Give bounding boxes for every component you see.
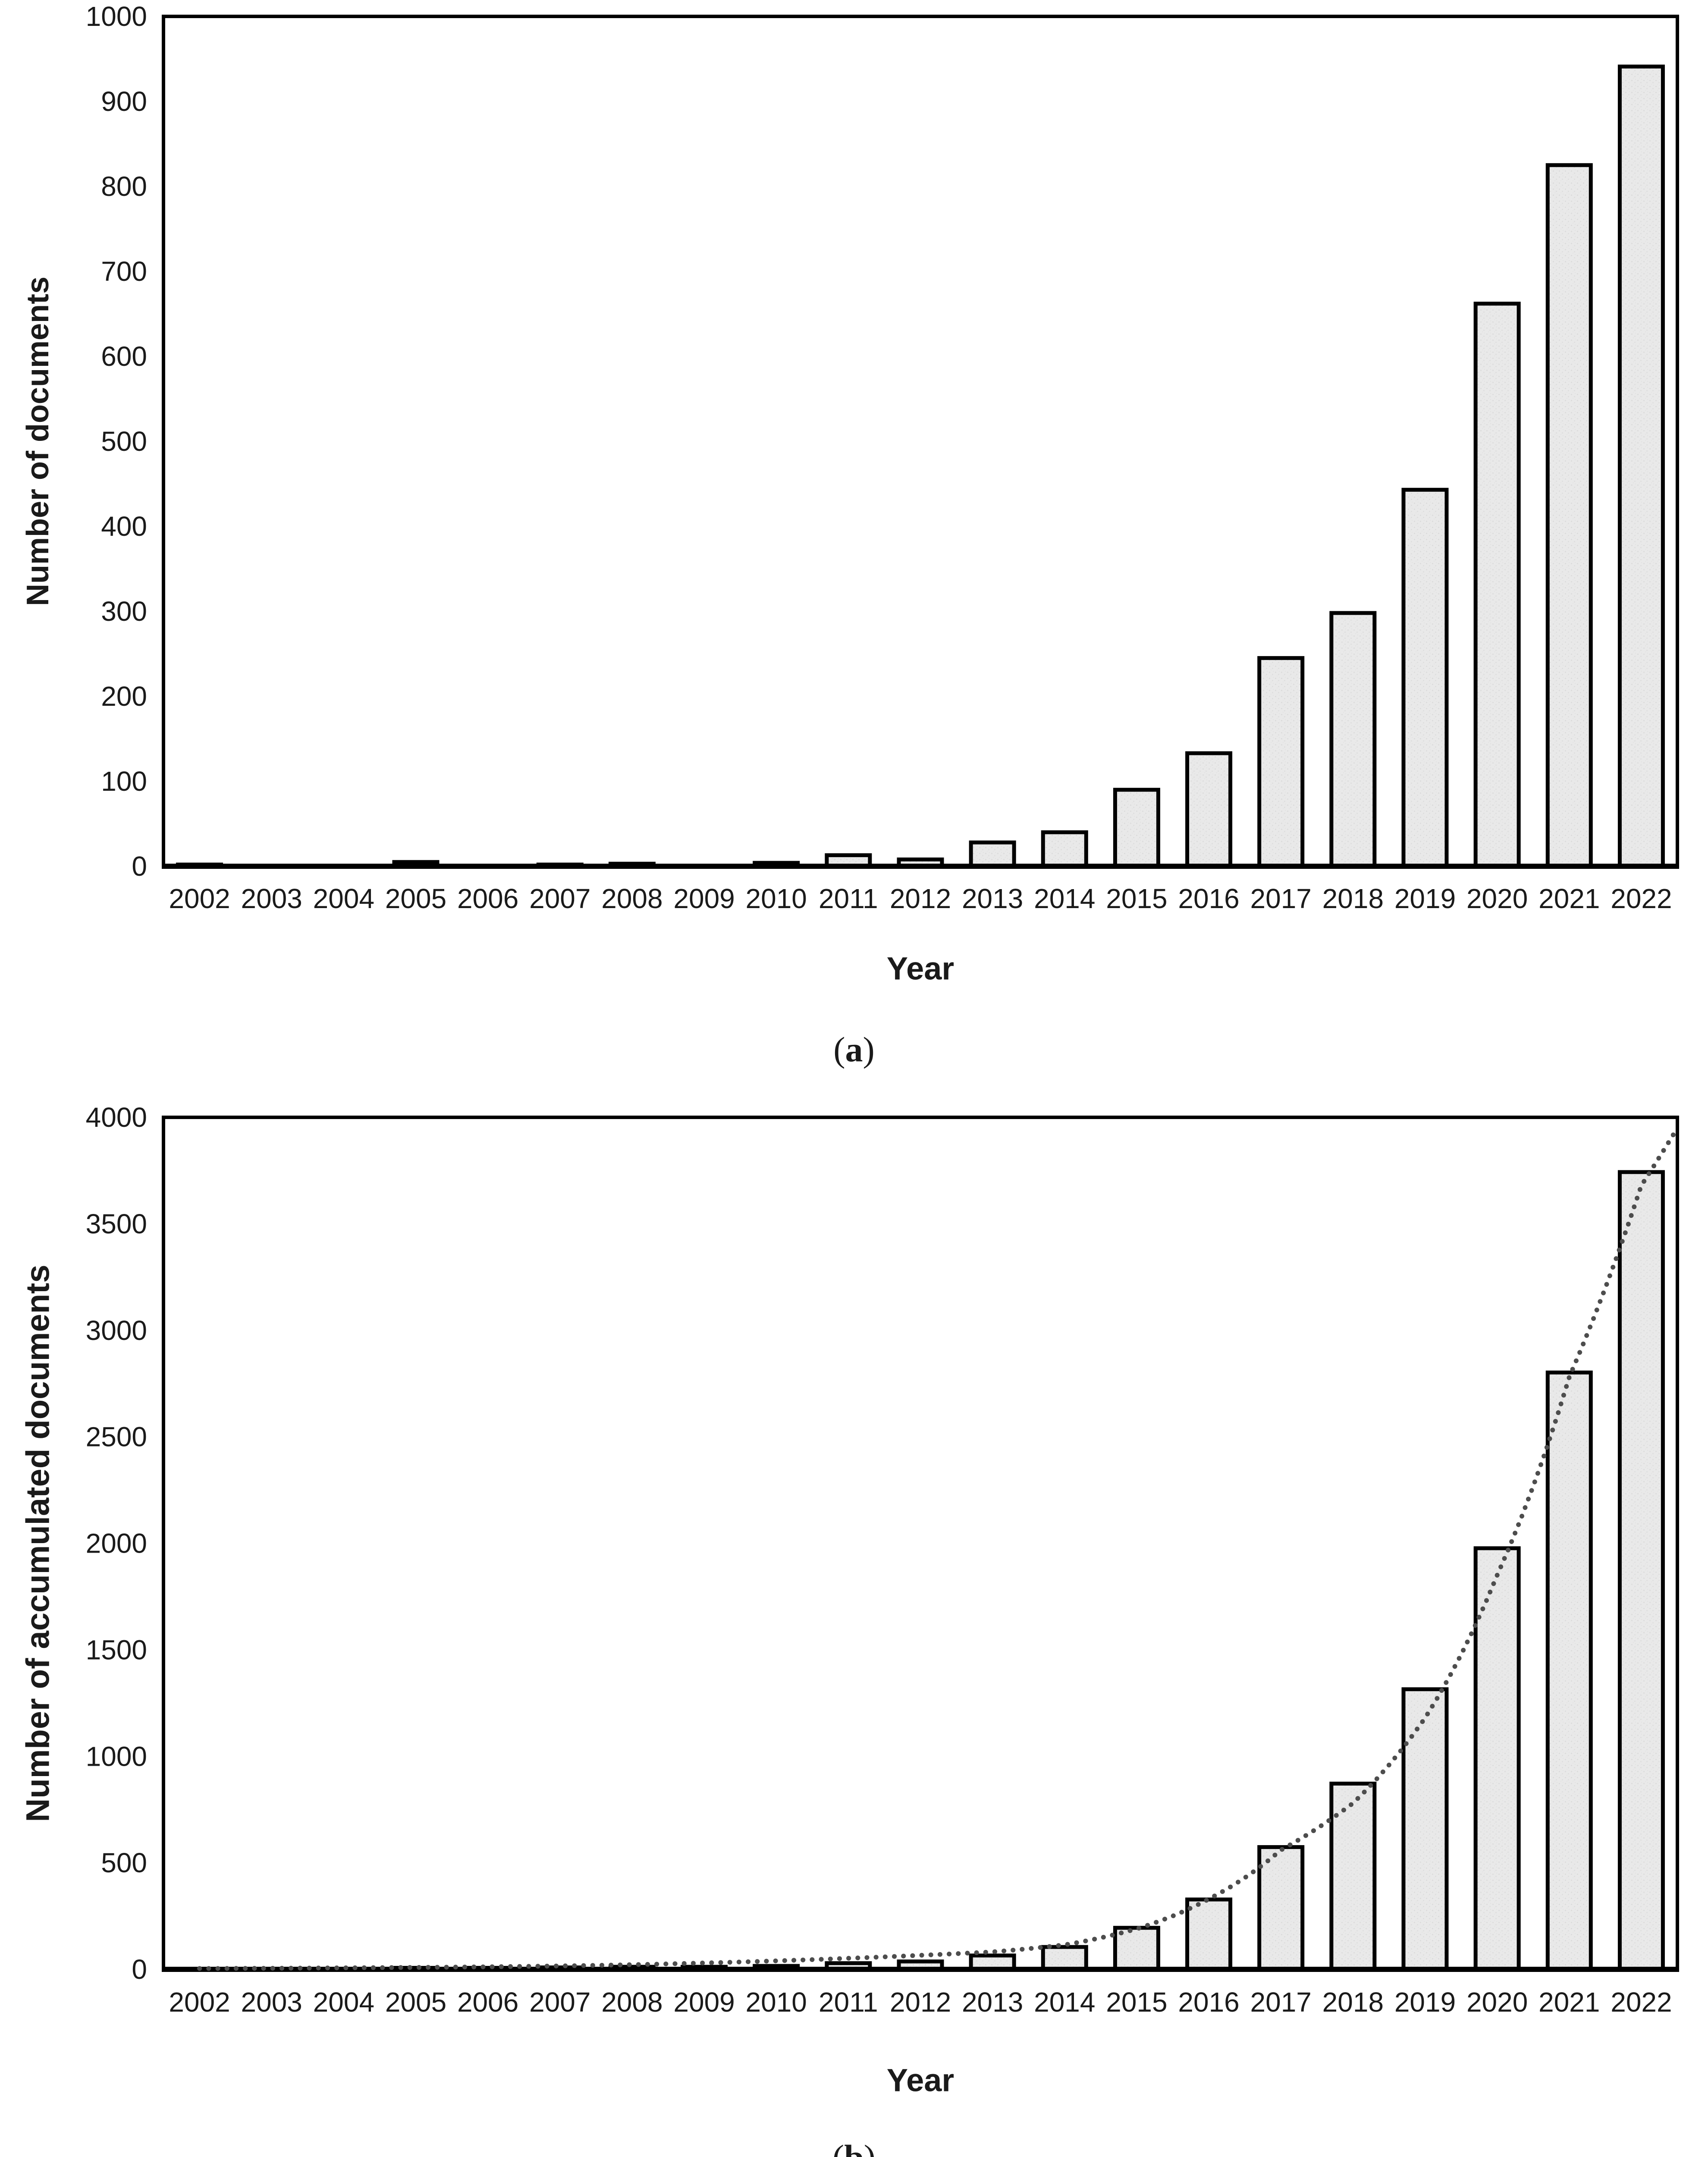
chart-a-xtick-2021: 2021 [1538,883,1600,914]
chart-b-xtick-2019: 2019 [1394,1987,1456,2018]
chart-b-bar-2017 [1257,1845,1305,1971]
chart-b-x-axis-title: Year [887,2063,954,2098]
chart-b-xtick-2022: 2022 [1611,1987,1672,2018]
chart-a-xtick-2008: 2008 [601,883,662,914]
chart-b-xtick-2005: 2005 [385,1987,446,2018]
chart-a-xtick-2002: 2002 [169,883,230,914]
chart-a-ytick-400: 400 [101,511,147,542]
chart-a-bar-2013 [969,840,1016,868]
chart-b-ytick-500: 500 [101,1847,147,1878]
chart-b-xtick-2021: 2021 [1538,1987,1600,2018]
chart-a-xtick-2005: 2005 [385,883,446,914]
chart-a-xtick-2011: 2011 [819,883,878,914]
chart-b-bar-2021 [1545,1371,1593,1971]
chart-b: 0 500 1000 1500 2000 2500 3000 3500 4000 2002 2003… [20,1102,1680,2157]
chart-b-xtick-2007: 2007 [529,1987,590,2018]
chart-a-xtick-2022: 2022 [1611,883,1672,914]
chart-a-plot-border [162,15,1679,868]
chart-a-xtick-2016: 2016 [1178,883,1239,914]
chart-b-xtick-2015: 2015 [1106,1987,1167,2018]
chart-a-xtick-2020: 2020 [1466,883,1528,914]
chart-b-bar-2016 [1185,1897,1233,1971]
chart-a-ytick-1000: 1000 [86,1,147,32]
chart-b-ytick-3000: 3000 [86,1315,147,1346]
chart-a-ytick-500: 500 [101,426,147,457]
chart-a-xtick-2003: 2003 [241,883,302,914]
chart-a-ytick-100: 100 [101,766,147,797]
chart-a-y-axis-title: Number of documents [21,277,55,606]
chart-b-xtick-2013: 2013 [962,1987,1023,2018]
chart-b-ytick-2500: 2500 [86,1421,147,1453]
chart-b-bar-2019 [1401,1687,1449,1971]
chart-b-ytick-4000: 4000 [86,1102,147,1133]
chart-b-xtick-2016: 2016 [1178,1987,1239,2018]
chart-a-caption: (a) [833,1030,875,1069]
chart-b-xtick-2017: 2017 [1250,1987,1312,2018]
chart-b-xtick-2018: 2018 [1322,1987,1384,2018]
chart-a-xtick-2014: 2014 [1034,883,1095,914]
chart-a: 0 100 200 300 400 500 600 700 800 900 1000 2002 2003… [21,1,1679,1069]
chart-a-x-axis-title: Year [887,951,954,987]
chart-b-xtick-2014: 2014 [1034,1987,1095,2018]
chart-a-xtick-2009: 2009 [673,883,735,914]
chart-a-xtick-2018: 2018 [1322,883,1384,914]
chart-a-bar-2022 [1617,64,1665,868]
chart-b-xtick-2010: 2010 [746,1987,807,2018]
chart-b-xtick-2012: 2012 [890,1987,951,2018]
chart-b-ytick-1000: 1000 [86,1741,147,1772]
chart-b-ytick-0: 0 [132,1954,147,1985]
chart-b-ytick-3500: 3500 [86,1208,147,1239]
chart-a-xtick-2004: 2004 [313,883,374,914]
chart-a-ytick-900: 900 [101,86,147,117]
chart-a-xtick-2013: 2013 [962,883,1023,914]
chart-b-ytick-1500: 1500 [86,1634,147,1665]
chart-a-xtick-2006: 2006 [457,883,518,914]
chart-a-bar-2015 [1113,788,1160,868]
chart-a-bar-2021 [1545,163,1593,868]
chart-a-ytick-0: 0 [132,851,147,882]
chart-b-xtick-2002: 2002 [169,1987,230,2018]
chart-a-bar-2014 [1041,830,1088,868]
chart-a-bar-2016 [1185,751,1233,868]
chart-b-xtick-2011: 2011 [819,1987,878,2018]
chart-b-xtick-2006: 2006 [457,1987,518,2018]
chart-b-xtick-2003: 2003 [241,1987,302,2018]
chart-a-ytick-200: 200 [101,681,147,712]
chart-a-xtick-2012: 2012 [890,883,951,914]
chart-a-xtick-2019: 2019 [1394,883,1456,914]
chart-b-bar-2018 [1329,1781,1377,1971]
chart-a-xtick-2010: 2010 [746,883,807,914]
chart-b-bar-2014 [1041,1945,1088,1971]
chart-b-y-axis-title: Number of accumulated documents [20,1264,57,1822]
chart-a-ytick-300: 300 [101,596,147,627]
chart-b-xtick-2008: 2008 [601,1987,662,2018]
chart-a-bar-2020 [1473,302,1521,868]
chart-a-bar-2018 [1329,611,1377,868]
chart-a-xtick-2007: 2007 [529,883,590,914]
chart-b-xtick-2009: 2009 [673,1987,735,2018]
chart-b-plot-border [162,1116,1679,1971]
chart-a-ytick-800: 800 [101,171,147,202]
chart-b-xtick-2020: 2020 [1466,1987,1528,2018]
chart-b-xtick-2004: 2004 [313,1987,374,2018]
chart-b-bar-2022 [1617,1170,1665,1971]
chart-a-xtick-2015: 2015 [1106,883,1167,914]
chart-b-caption: (b) [832,2138,876,2157]
chart-a-bar-2017 [1257,656,1305,868]
chart-b-trendline [197,1126,1680,1971]
chart-a-bar-2019 [1401,487,1449,868]
chart-a-ytick-600: 600 [101,341,147,372]
chart-a-xtick-2017: 2017 [1250,883,1312,914]
chart-b-bar-2020 [1473,1546,1521,1971]
chart-a-ytick-700: 700 [101,256,147,287]
chart-b-ytick-2000: 2000 [86,1528,147,1559]
